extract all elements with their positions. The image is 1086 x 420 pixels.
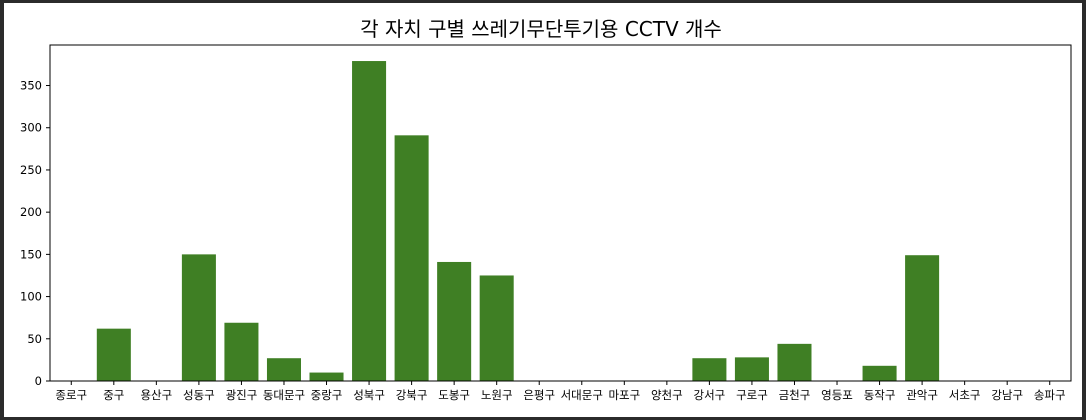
x-tick-label: 송파구 xyxy=(1034,388,1066,402)
x-tick-label: 강북구 xyxy=(396,388,428,402)
x-tick-label: 종로구 xyxy=(55,388,87,402)
y-tick-label: 0 xyxy=(35,374,42,388)
x-tick-label: 동작구 xyxy=(864,388,896,402)
bar-강북구 xyxy=(394,135,429,381)
x-tick-label: 성북구 xyxy=(353,388,385,402)
x-tick-label: 금천구 xyxy=(779,388,811,402)
y-tick-label: 200 xyxy=(20,205,42,219)
x-tick-label: 강서구 xyxy=(694,388,726,402)
x-tick-label: 서대문구 xyxy=(561,388,603,402)
y-tick-label: 300 xyxy=(20,121,42,135)
x-tick-label: 동대문구 xyxy=(263,388,305,402)
y-tick-label: 250 xyxy=(20,163,42,177)
x-tick-label: 광진구 xyxy=(226,388,258,402)
x-axis: 종로구 중구 용산구 성동구 광진구 동대문구 중랑구 성북구 강북구 도봉구 노원구 은평구 서대문구… xyxy=(55,381,1066,402)
y-tick-label: 150 xyxy=(20,247,42,261)
x-tick-label: 중랑구 xyxy=(311,388,343,402)
bars-layer xyxy=(96,61,940,381)
x-tick-label: 영등포 xyxy=(821,388,853,402)
x-tick-label: 용산구 xyxy=(140,388,172,402)
x-tick-label: 노원구 xyxy=(481,388,513,402)
x-tick-label: 관악구 xyxy=(906,388,938,402)
bar-도봉구 xyxy=(437,261,472,381)
bar-동작구 xyxy=(862,365,897,381)
y-axis: 0 50 100 150 200 250 300 350 xyxy=(20,79,50,388)
bar-중랑구 xyxy=(309,372,344,381)
bar-chart: 각 자치 구별 쓰레기무단투기용 CCTV 개수 0 50 100 150 200 250… xyxy=(20,17,1072,402)
bar-중구 xyxy=(96,328,131,381)
x-tick-label: 마포구 xyxy=(608,388,640,402)
x-tick-label: 구로구 xyxy=(736,388,768,402)
chart-figure: 각 자치 구별 쓰레기무단투기용 CCTV 개수 0 50 100 150 200 250… xyxy=(4,3,1082,417)
y-tick-label: 100 xyxy=(20,290,42,304)
plot-area-frame xyxy=(49,44,1072,382)
x-tick-label: 서초구 xyxy=(949,388,981,402)
x-tick-label: 도봉구 xyxy=(438,388,470,402)
bar-구로구 xyxy=(734,357,769,381)
bar-동대문구 xyxy=(266,358,301,381)
bar-금천구 xyxy=(777,343,812,381)
bar-강서구 xyxy=(692,358,727,381)
x-tick-label: 중구 xyxy=(103,388,124,402)
x-tick-label: 성동구 xyxy=(183,388,215,402)
bar-광진구 xyxy=(224,322,259,381)
y-tick-label: 350 xyxy=(20,79,42,93)
bar-관악구 xyxy=(905,255,940,381)
bar-성동구 xyxy=(181,254,216,381)
x-tick-label: 강남구 xyxy=(991,388,1023,402)
x-tick-label: 양천구 xyxy=(651,388,683,402)
chart-title: 각 자치 구별 쓰레기무단투기용 CCTV 개수 xyxy=(360,17,722,41)
x-tick-label: 은평구 xyxy=(523,388,555,402)
bar-성북구 xyxy=(352,61,387,381)
bar-노원구 xyxy=(479,275,514,381)
y-tick-label: 50 xyxy=(27,332,42,346)
